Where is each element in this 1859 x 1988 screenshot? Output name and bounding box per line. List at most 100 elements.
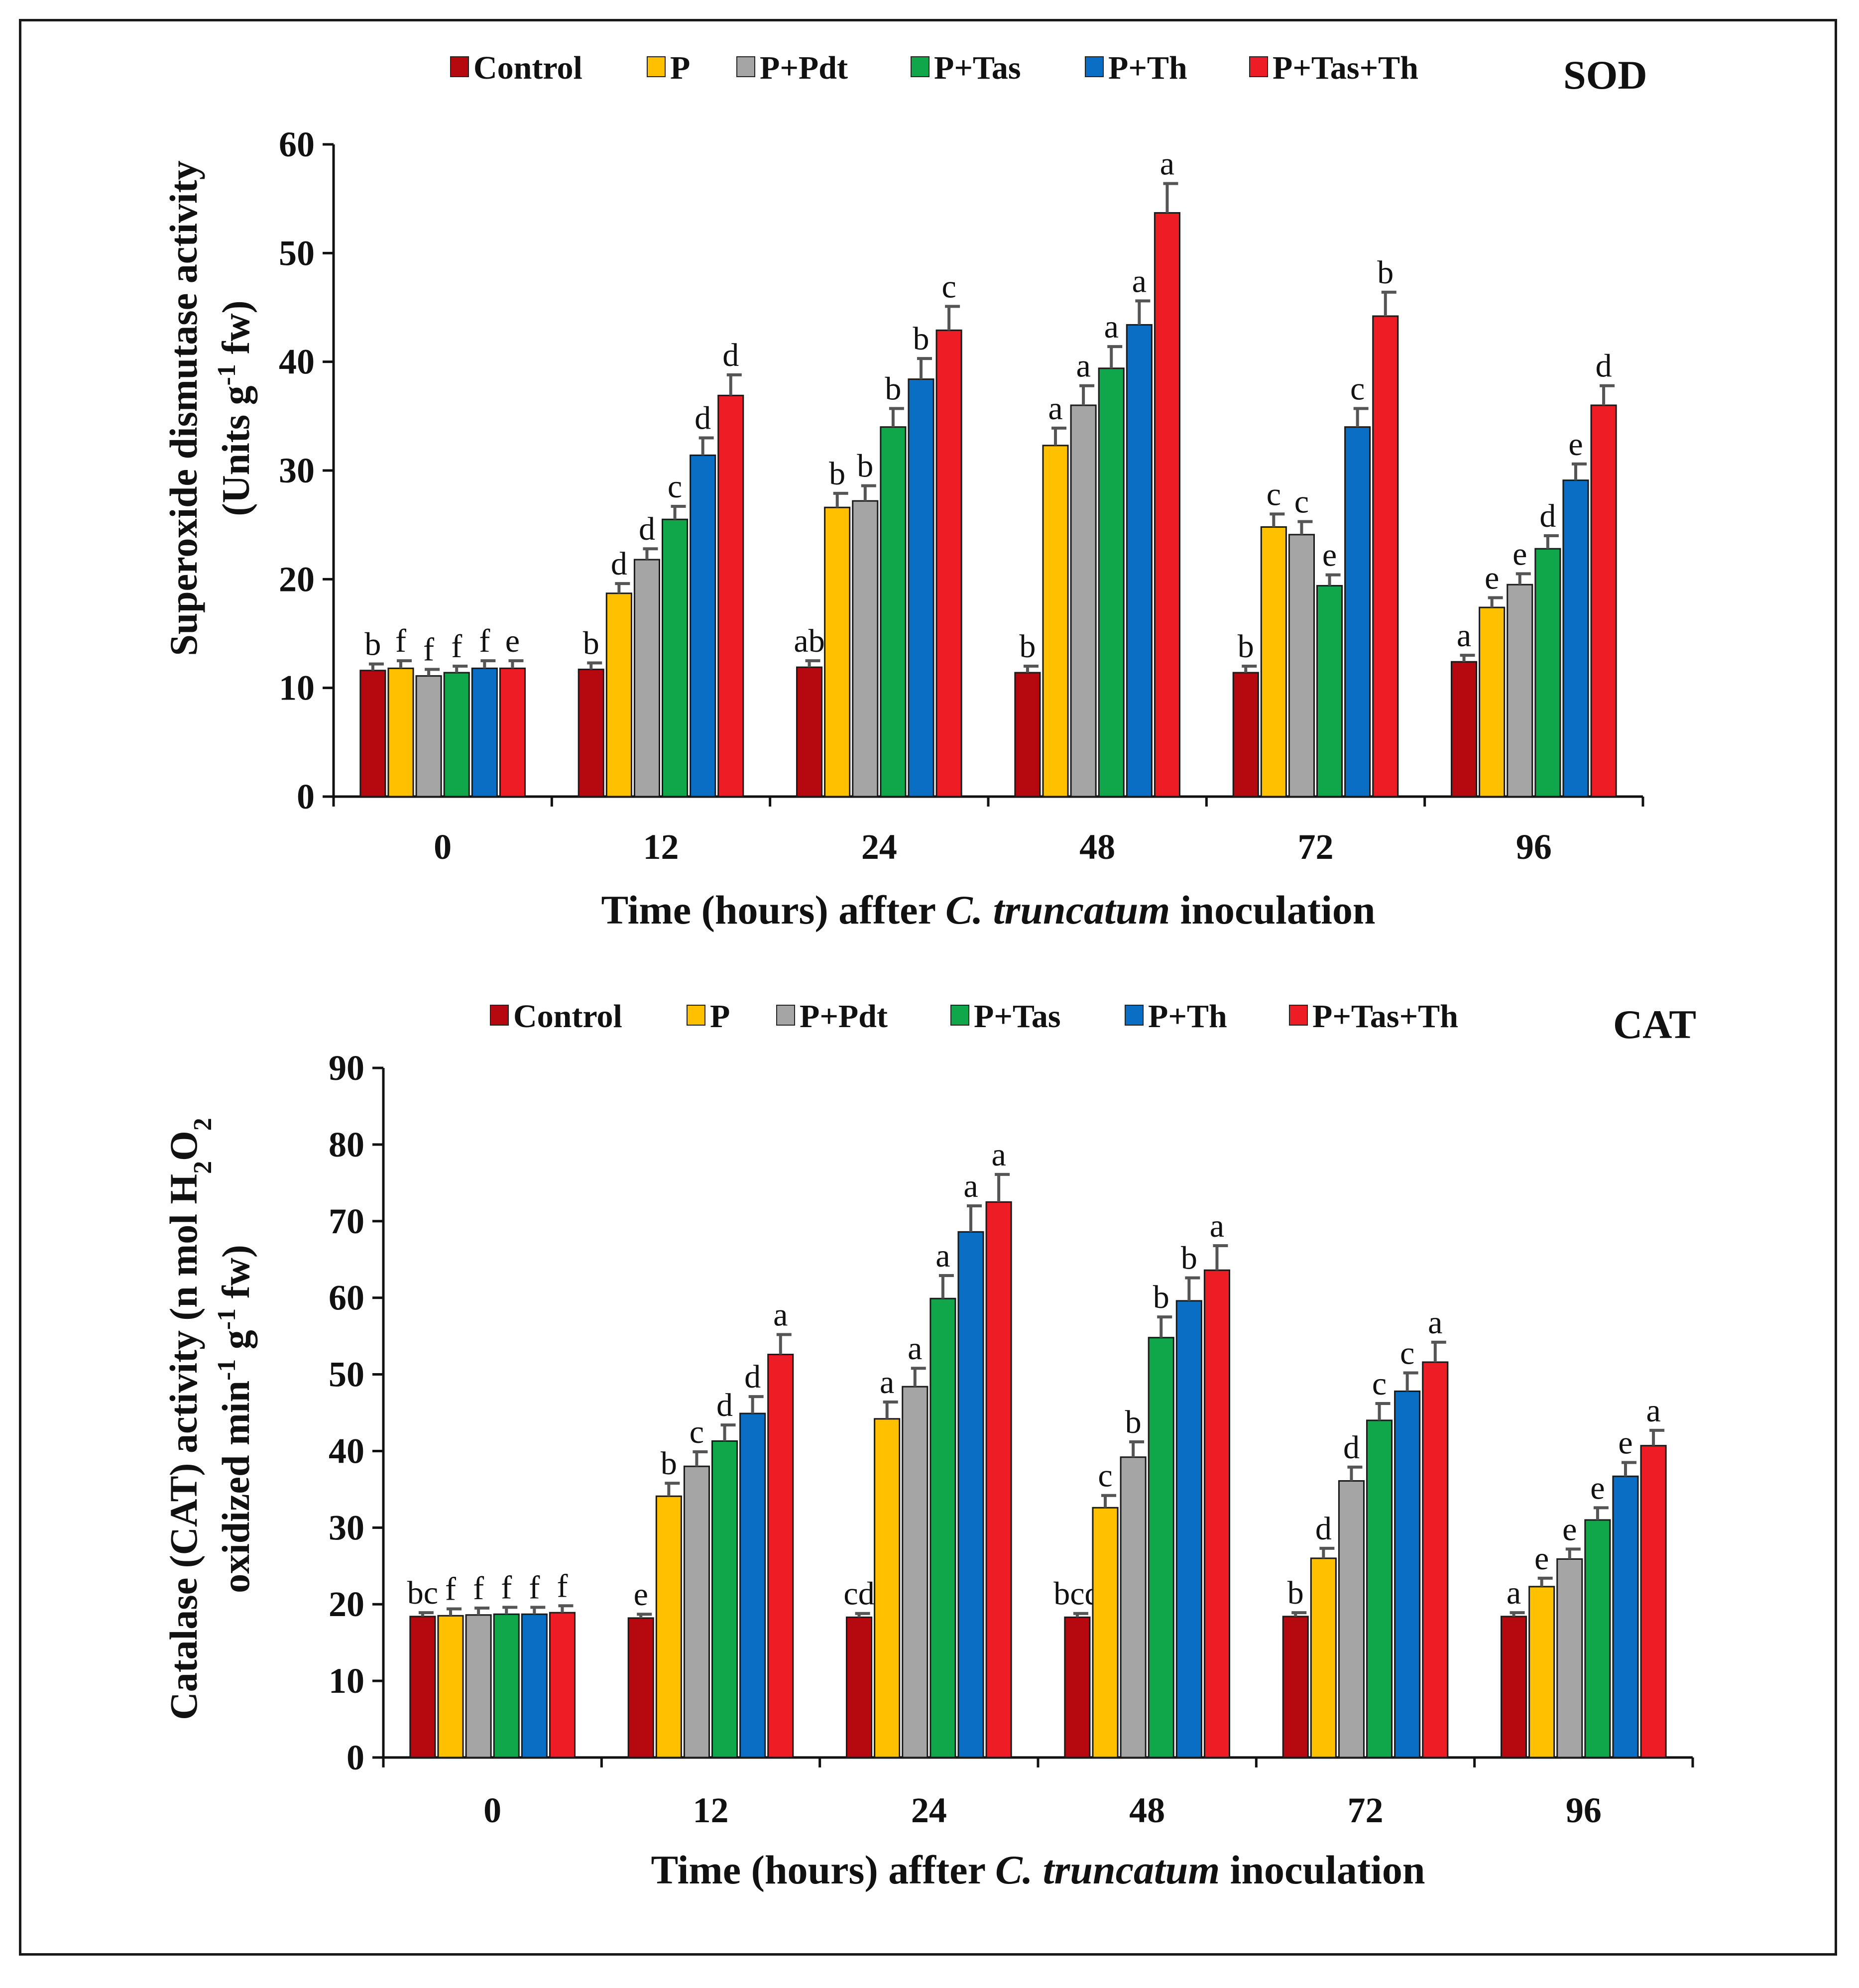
bar xyxy=(1288,534,1315,798)
bar-label: b xyxy=(1019,628,1036,665)
legend-label: P+Tas xyxy=(934,50,1021,86)
x-axis-title: Time (hours) affter C. truncatum inocula… xyxy=(601,887,1375,933)
bar-label: d xyxy=(1596,348,1612,384)
bar xyxy=(874,1418,901,1758)
bar xyxy=(902,1386,929,1758)
legend-swatch-p-tas-th xyxy=(1289,1005,1308,1026)
bar-label: b xyxy=(885,371,901,407)
legend-swatch-control xyxy=(450,56,469,77)
x-tick-label: 12 xyxy=(643,827,679,867)
bar xyxy=(985,1201,1012,1758)
bar xyxy=(1203,1269,1230,1758)
bar xyxy=(846,1616,873,1758)
bar xyxy=(605,592,632,798)
y-axis-title-line1: Catalase (CAT) activity (n mol H2O2 xyxy=(162,1118,217,1720)
y-axis-title: Catalase (CAT) activity (n mol H2O2oxidi… xyxy=(162,1118,257,1720)
bar xyxy=(387,667,414,798)
bar-label: d xyxy=(716,1387,733,1423)
y-axis-title-line1: Superoxide dismutase activity xyxy=(162,160,205,656)
panel-tag: CAT xyxy=(1613,1002,1696,1047)
bar xyxy=(471,667,498,798)
bar xyxy=(1014,672,1041,798)
bar-label: e xyxy=(1322,537,1337,574)
bar-label: b xyxy=(913,321,929,357)
bar xyxy=(1260,526,1287,798)
y-tick-label: 0 xyxy=(297,777,315,817)
y-tick-label: 30 xyxy=(329,1508,364,1547)
bar-label: e xyxy=(1590,1470,1605,1506)
bar-label: c xyxy=(1294,484,1309,520)
bar xyxy=(1501,1616,1527,1758)
y-tick-label: 50 xyxy=(329,1355,364,1395)
bar-label: b xyxy=(857,448,873,484)
bar xyxy=(796,666,823,798)
bar xyxy=(1316,585,1343,798)
bar-label: a xyxy=(963,1168,978,1204)
legend-label: P+Tas+Th xyxy=(1312,998,1458,1035)
bar xyxy=(633,559,660,798)
bar-label: c xyxy=(1350,371,1365,407)
y-tick-label: 80 xyxy=(329,1125,364,1165)
bar xyxy=(521,1613,548,1758)
bar-label: d xyxy=(744,1359,761,1395)
bar xyxy=(1528,1586,1555,1758)
y-tick-label: 70 xyxy=(329,1201,364,1241)
legend-label: P+Th xyxy=(1148,998,1227,1035)
bar xyxy=(1232,672,1259,798)
bar-label: b xyxy=(1125,1404,1142,1440)
bar xyxy=(930,1297,956,1758)
bar xyxy=(1310,1557,1337,1758)
bar-label: b xyxy=(829,456,845,492)
bar-label: a xyxy=(1076,348,1090,384)
bar-label: d xyxy=(695,400,711,437)
bar-label: c xyxy=(1400,1335,1414,1371)
bar-label: b xyxy=(1377,254,1394,291)
legend-label: P+Th xyxy=(1108,50,1187,86)
bar-label: b xyxy=(583,625,599,661)
bar-label: c xyxy=(690,1414,704,1450)
legend-swatch-p xyxy=(647,56,666,77)
legend-swatch-p-pdt xyxy=(736,56,755,77)
legend-label: Control xyxy=(473,50,582,86)
bar-label: a xyxy=(991,1137,1006,1173)
bar-label: f xyxy=(557,1568,568,1604)
bar-label: b xyxy=(1238,628,1254,665)
y-tick-label: 60 xyxy=(329,1278,364,1318)
legend-label: Control xyxy=(513,998,622,1035)
bar xyxy=(415,675,442,798)
bar xyxy=(443,672,470,798)
bar xyxy=(437,1615,464,1758)
bar-label: e xyxy=(1512,536,1527,572)
bar xyxy=(1092,1507,1119,1758)
legend-label: P xyxy=(710,998,730,1035)
legend-swatch-p-tas xyxy=(950,1005,969,1026)
x-tick-label: 72 xyxy=(1298,827,1334,867)
bar xyxy=(852,500,879,798)
bar xyxy=(359,670,386,798)
bar-label: c xyxy=(1372,1366,1387,1402)
bar-label: f xyxy=(529,1569,540,1606)
x-axis-title: Time (hours) affter C. truncatum inocula… xyxy=(651,1847,1425,1892)
y-axis-title-line2: oxidized min-1 g-1 fw) xyxy=(213,1245,258,1593)
bar-label: c xyxy=(941,268,956,305)
bar-label: d xyxy=(639,511,655,547)
bar xyxy=(1064,1616,1091,1758)
bar-label: f xyxy=(479,623,490,659)
legend-label: P+Pdt xyxy=(760,50,848,86)
bar-label: d xyxy=(611,546,627,582)
y-tick-label: 10 xyxy=(279,668,315,708)
bar-label: e xyxy=(634,1576,648,1613)
legend-label: P+Tas xyxy=(974,998,1061,1035)
bar xyxy=(711,1440,738,1758)
x-tick-label: 0 xyxy=(434,827,452,867)
bar-label: e xyxy=(1534,1540,1549,1577)
bar-label: a xyxy=(908,1330,922,1367)
x-tick-label: 12 xyxy=(693,1790,729,1830)
bar xyxy=(1366,1419,1393,1758)
bar-label: f xyxy=(501,1569,512,1606)
x-tick-label: 24 xyxy=(911,1790,947,1830)
bar xyxy=(1154,212,1180,798)
bar-label: a xyxy=(1104,309,1119,345)
bar-label: b xyxy=(1181,1240,1197,1277)
bar xyxy=(1282,1616,1309,1758)
